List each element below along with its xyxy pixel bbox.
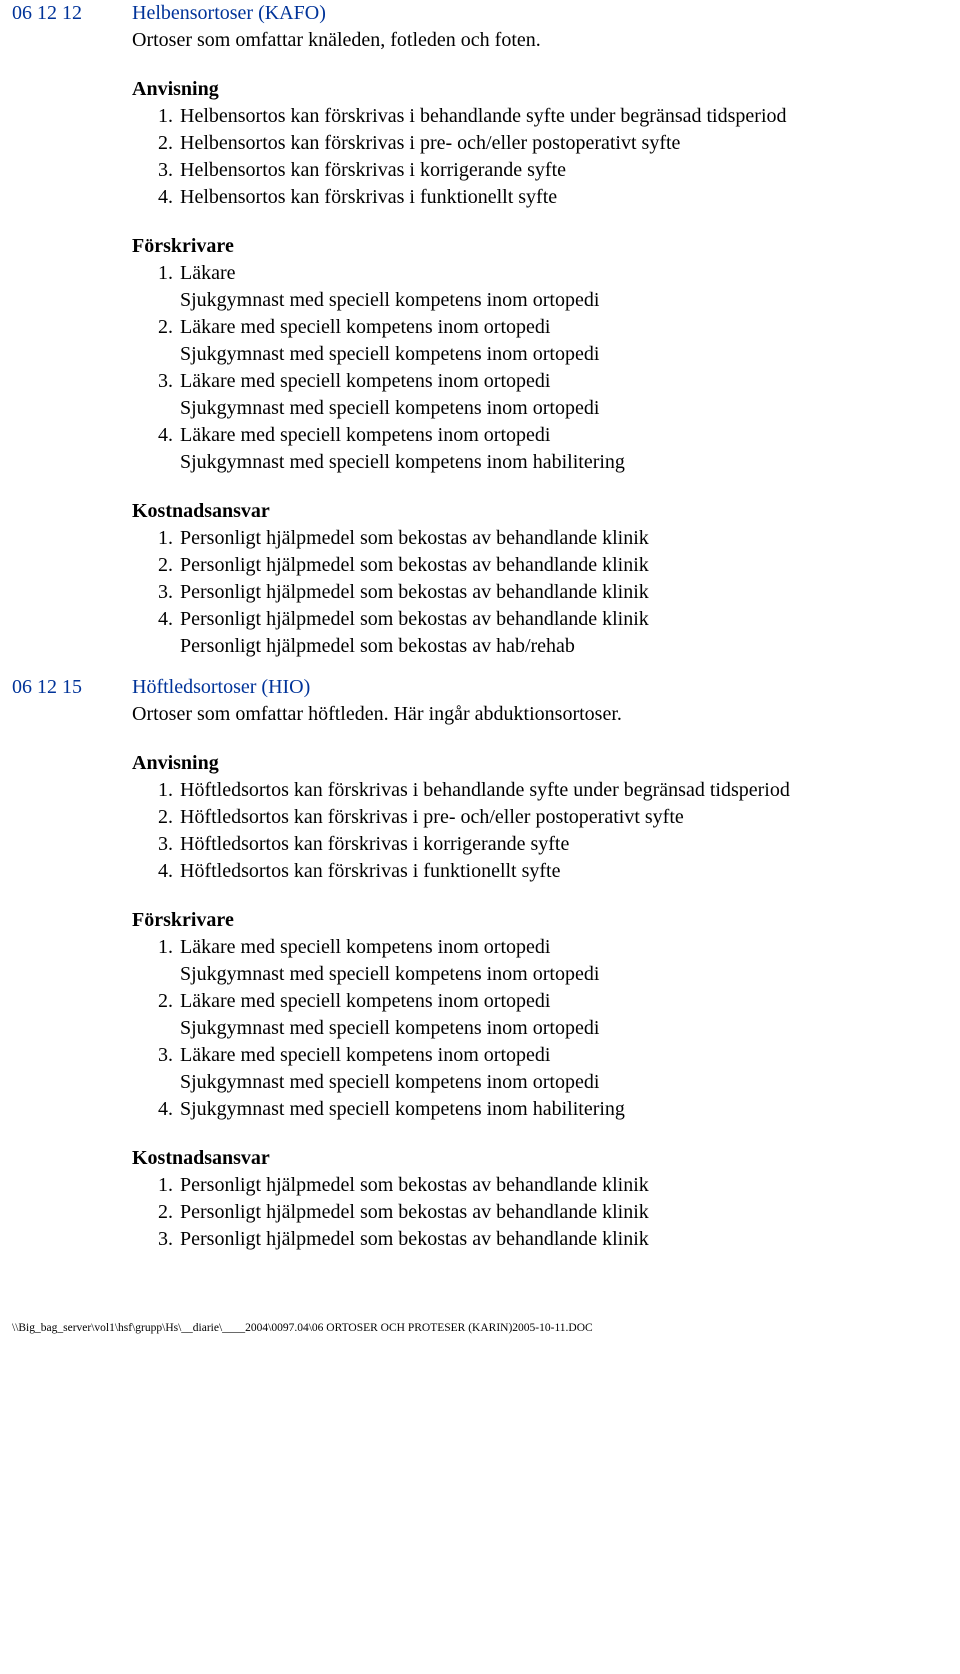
forskrivare-list: Läkare med speciell kompetens inom ortop… bbox=[132, 934, 920, 1123]
section-body: Höftledsortoser (HIO) Ortoser som omfatt… bbox=[132, 674, 920, 1253]
list-sub: Sjukgymnast med speciell kompetens inom … bbox=[180, 1069, 920, 1096]
section-code: 06 12 15 bbox=[0, 674, 132, 701]
list-text: Helbensortos kan förskrivas i korrigeran… bbox=[180, 159, 566, 181]
list-sub: Sjukgymnast med speciell kompetens inom … bbox=[180, 1015, 920, 1042]
list-sub: Personligt hjälpmedel som bekostas av ha… bbox=[180, 633, 920, 660]
list-text: Personligt hjälpmedel som bekostas av be… bbox=[180, 581, 649, 603]
section-title: Höftledsortoser (HIO) bbox=[132, 674, 920, 701]
kostnad-list: Personligt hjälpmedel som bekostas av be… bbox=[132, 1172, 920, 1253]
anvisning-heading: Anvisning bbox=[132, 76, 920, 103]
section-code: 06 12 12 bbox=[0, 0, 132, 27]
list-item: Läkare med speciell kompetens inom ortop… bbox=[178, 934, 920, 988]
list-text: Läkare med speciell kompetens inom ortop… bbox=[180, 424, 550, 446]
list-text: Helbensortos kan förskrivas i behandland… bbox=[180, 105, 787, 127]
list-sub: Sjukgymnast med speciell kompetens inom … bbox=[180, 449, 920, 476]
list-sub: Sjukgymnast med speciell kompetens inom … bbox=[180, 395, 920, 422]
list-text: Personligt hjälpmedel som bekostas av be… bbox=[180, 608, 649, 630]
list-item: Helbensortos kan förskrivas i funktionel… bbox=[178, 184, 920, 211]
list-item: Läkare Sjukgymnast med speciell kompetens… bbox=[178, 260, 920, 314]
section-06-12-15: 06 12 15 Höftledsortoser (HIO) Ortoser s… bbox=[0, 674, 920, 1253]
list-item: Personligt hjälpmedel som bekostas av be… bbox=[178, 606, 920, 660]
list-text: Personligt hjälpmedel som bekostas av be… bbox=[180, 554, 649, 576]
list-item: Personligt hjälpmedel som bekostas av be… bbox=[178, 1226, 920, 1253]
kostnad-heading: Kostnadsansvar bbox=[132, 1145, 920, 1172]
list-text: Personligt hjälpmedel som bekostas av be… bbox=[180, 527, 649, 549]
list-text: Personligt hjälpmedel som bekostas av be… bbox=[180, 1201, 649, 1223]
section-desc: Ortoser som omfattar höftleden. Här ingå… bbox=[132, 701, 920, 728]
list-item: Personligt hjälpmedel som bekostas av be… bbox=[178, 525, 920, 552]
forskrivare-list: Läkare Sjukgymnast med speciell kompetens… bbox=[132, 260, 920, 476]
section-title: Helbensortoser (KAFO) bbox=[132, 0, 920, 27]
anvisning-list: Helbensortos kan förskrivas i behandland… bbox=[132, 103, 920, 211]
list-item: Höftledsortos kan förskrivas i pre- och/… bbox=[178, 804, 920, 831]
list-text: Höftledsortos kan förskrivas i funktione… bbox=[180, 860, 561, 882]
list-text: Läkare med speciell kompetens inom ortop… bbox=[180, 990, 550, 1012]
anvisning-list: Höftledsortos kan förskrivas i behandlan… bbox=[132, 777, 920, 885]
section-06-12-12: 06 12 12 Helbensortoser (KAFO) Ortoser s… bbox=[0, 0, 920, 660]
list-item: Personligt hjälpmedel som bekostas av be… bbox=[178, 552, 920, 579]
list-item: Helbensortos kan förskrivas i pre- och/e… bbox=[178, 130, 920, 157]
list-item: Personligt hjälpmedel som bekostas av be… bbox=[178, 1172, 920, 1199]
list-text: Helbensortos kan förskrivas i pre- och/e… bbox=[180, 132, 680, 154]
list-text: Läkare med speciell kompetens inom ortop… bbox=[180, 370, 550, 392]
list-text: Höftledsortos kan förskrivas i korrigera… bbox=[180, 833, 569, 855]
list-item: Läkare med speciell kompetens inom ortop… bbox=[178, 1042, 920, 1096]
list-text: Läkare med speciell kompetens inom ortop… bbox=[180, 316, 550, 338]
kostnad-heading: Kostnadsansvar bbox=[132, 498, 920, 525]
list-item: Höftledsortos kan förskrivas i behandlan… bbox=[178, 777, 920, 804]
list-text: Läkare bbox=[180, 262, 236, 284]
kostnad-list: Personligt hjälpmedel som bekostas av be… bbox=[132, 525, 920, 660]
list-text: Läkare med speciell kompetens inom ortop… bbox=[180, 1044, 550, 1066]
forskrivare-heading: Förskrivare bbox=[132, 233, 920, 260]
list-text: Höftledsortos kan förskrivas i behandlan… bbox=[180, 779, 790, 801]
section-desc: Ortoser som omfattar knäleden, fotleden … bbox=[132, 27, 920, 54]
list-item: Helbensortos kan förskrivas i korrigeran… bbox=[178, 157, 920, 184]
list-sub: Sjukgymnast med speciell kompetens inom … bbox=[180, 287, 920, 314]
list-text: Höftledsortos kan förskrivas i pre- och/… bbox=[180, 806, 684, 828]
list-item: Läkare med speciell kompetens inom ortop… bbox=[178, 988, 920, 1042]
list-sub: Sjukgymnast med speciell kompetens inom … bbox=[180, 341, 920, 368]
list-item: Höftledsortos kan förskrivas i korrigera… bbox=[178, 831, 920, 858]
list-item: Personligt hjälpmedel som bekostas av be… bbox=[178, 579, 920, 606]
list-sub: Sjukgymnast med speciell kompetens inom … bbox=[180, 961, 920, 988]
list-item: Sjukgymnast med speciell kompetens inom … bbox=[178, 1096, 920, 1123]
list-text: Helbensortos kan förskrivas i funktionel… bbox=[180, 186, 557, 208]
list-text: Personligt hjälpmedel som bekostas av be… bbox=[180, 1174, 649, 1196]
footer-path: \\Big_bag_server\vol1\hsf\grupp\Hs\__dia… bbox=[0, 1313, 960, 1349]
list-text: Personligt hjälpmedel som bekostas av be… bbox=[180, 1228, 649, 1250]
list-text: Läkare med speciell kompetens inom ortop… bbox=[180, 936, 550, 958]
anvisning-heading: Anvisning bbox=[132, 750, 920, 777]
forskrivare-heading: Förskrivare bbox=[132, 907, 920, 934]
page: 06 12 12 Helbensortoser (KAFO) Ortoser s… bbox=[0, 0, 960, 1253]
list-item: Läkare med speciell kompetens inom ortop… bbox=[178, 314, 920, 368]
list-item: Läkare med speciell kompetens inom ortop… bbox=[178, 368, 920, 422]
list-item: Läkare med speciell kompetens inom ortop… bbox=[178, 422, 920, 476]
list-text: Sjukgymnast med speciell kompetens inom … bbox=[180, 1098, 625, 1120]
list-item: Personligt hjälpmedel som bekostas av be… bbox=[178, 1199, 920, 1226]
list-item: Helbensortos kan förskrivas i behandland… bbox=[178, 103, 920, 130]
section-body: Helbensortoser (KAFO) Ortoser som omfatt… bbox=[132, 0, 920, 660]
list-item: Höftledsortos kan förskrivas i funktione… bbox=[178, 858, 920, 885]
